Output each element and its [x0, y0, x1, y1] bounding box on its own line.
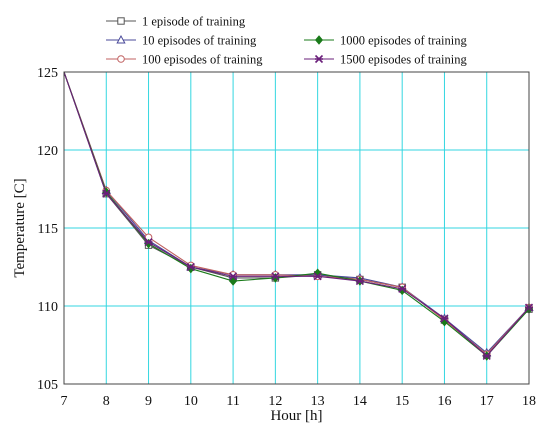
data-point [144, 237, 153, 247]
series-line [63, 71, 530, 357]
data-point [398, 284, 407, 293]
x-tick-label: 9 [145, 394, 152, 409]
series-line [63, 71, 530, 356]
series-1 [63, 71, 533, 359]
y-tick-label: 110 [38, 300, 58, 315]
y-tick-label: 115 [38, 222, 58, 237]
series-3 [63, 71, 533, 359]
legend-item: 10 episodes of training [106, 34, 257, 48]
y-tick-label: 105 [37, 378, 58, 393]
y-axis-ticks: 105 110 115 120 125 [37, 66, 58, 393]
x-tick-label: 16 [437, 394, 451, 409]
x-tick-label: 17 [480, 394, 494, 409]
data-point [229, 272, 238, 281]
data-point [314, 35, 324, 45]
data-point [314, 54, 324, 64]
data-point [186, 262, 195, 272]
data-point [271, 272, 280, 281]
legend-item: 1 episode of training [106, 15, 246, 29]
x-tick-label: 11 [226, 394, 239, 409]
y-tick-label: 125 [37, 66, 58, 81]
plot-frame [63, 71, 530, 385]
legend-label: 1 episode of training [142, 15, 246, 29]
x-tick-label: 15 [395, 394, 409, 409]
series-line [63, 71, 530, 357]
legend-label: 1000 episodes of training [340, 34, 467, 48]
x-axis-ticks: 7 8 9 10 11 12 13 14 15 16 17 18 [61, 394, 537, 409]
legend-label: 1500 episodes of training [340, 53, 467, 67]
legend-item: 100 episodes of training [106, 53, 263, 67]
data-point [355, 276, 364, 286]
data-point [117, 55, 125, 63]
data-point [440, 314, 449, 323]
data-point [482, 351, 491, 360]
x-tick-label: 7 [61, 394, 68, 409]
x-tick-label: 14 [353, 394, 367, 409]
series-layer [63, 71, 534, 361]
legend-label: 10 episodes of training [142, 34, 257, 48]
data-point [116, 34, 126, 44]
legend-item: 1000 episodes of training [304, 34, 467, 48]
legend: 1 episode of training 10 episodes of trai… [106, 15, 467, 67]
data-point [313, 272, 322, 281]
series-line [63, 71, 530, 356]
data-point [102, 189, 111, 198]
y-tick-label: 120 [37, 144, 58, 159]
series-line [63, 71, 530, 354]
series-5 [63, 71, 534, 360]
y-axis-label: Temperature [C] [12, 178, 28, 277]
x-tick-label: 18 [522, 394, 536, 409]
x-tick-label: 13 [311, 394, 325, 409]
legend-item: 1500 episodes of training [304, 53, 467, 67]
x-tick-label: 10 [184, 394, 198, 409]
legend-label: 100 episodes of training [142, 53, 263, 67]
x-tick-label: 12 [268, 394, 282, 409]
series-4 [63, 71, 534, 361]
series-2 [63, 71, 534, 357]
x-tick-label: 8 [103, 394, 110, 409]
x-axis-label: Hour [h] [270, 408, 322, 424]
data-point [117, 17, 125, 25]
